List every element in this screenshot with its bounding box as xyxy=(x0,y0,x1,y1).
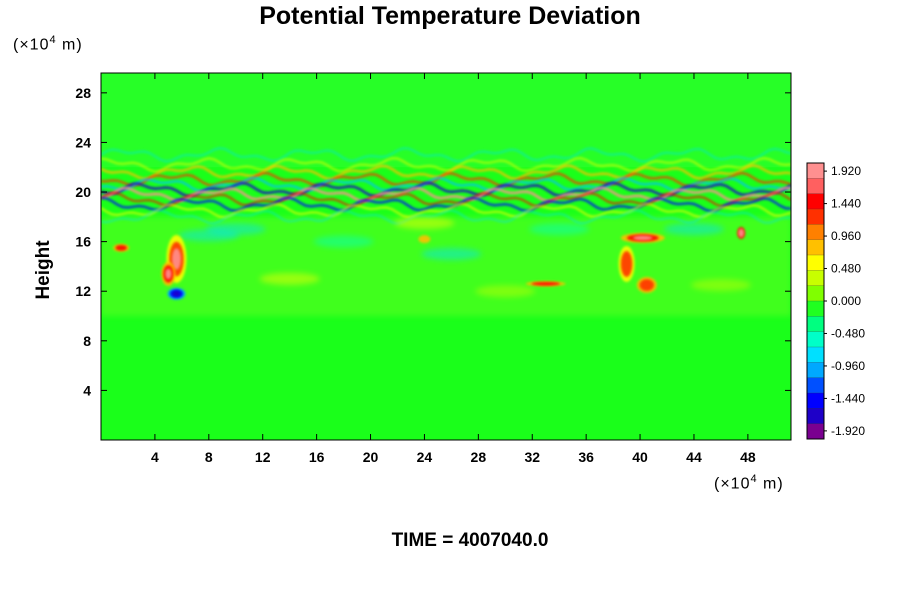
x-tick-label: 28 xyxy=(471,449,487,465)
colorbar-tick-label: -0.480 xyxy=(831,326,865,340)
colorbar-segment xyxy=(807,408,824,425)
anomaly-blob xyxy=(172,291,181,297)
field-patch xyxy=(259,272,320,285)
x-unit-suffix: m) xyxy=(757,475,784,493)
x-tick-label: 44 xyxy=(686,449,702,465)
anomaly-blob xyxy=(165,268,172,280)
colorbar-segment xyxy=(807,255,824,271)
y-tick-label: 24 xyxy=(75,134,91,150)
tropopause-stripe xyxy=(101,209,791,225)
field-patch xyxy=(178,229,239,242)
x-tick-label: 36 xyxy=(578,449,594,465)
x-tick-label: 4 xyxy=(151,449,159,465)
colorbar-segment xyxy=(807,347,824,363)
x-tick-label: 48 xyxy=(740,449,756,465)
colorbar-segment xyxy=(807,178,824,195)
x-tick-label: 8 xyxy=(205,449,213,465)
field-patch xyxy=(529,223,590,236)
anomaly-blob xyxy=(531,281,561,286)
x-unit-prefix: (×10 xyxy=(714,475,751,493)
colorbar-tick-label: 1.440 xyxy=(831,197,861,211)
colorbar-segment xyxy=(807,209,824,225)
anomaly-blob xyxy=(633,235,653,241)
field-patch xyxy=(475,285,536,298)
y-tick-label: 4 xyxy=(83,382,91,398)
y-axis-ticks: 4 8 12 16 20 24 28 xyxy=(75,85,791,398)
tropopause-stripe xyxy=(101,171,791,188)
x-tick-label: 12 xyxy=(255,449,271,465)
x-unit-label: (×104 m) xyxy=(714,473,784,493)
field-patch xyxy=(313,235,374,248)
colorbar-segment xyxy=(807,163,824,179)
colorbar-segment xyxy=(807,362,824,379)
tropopause-stripe xyxy=(101,196,791,213)
y-tick-label: 28 xyxy=(75,85,91,101)
y-tick-label: 16 xyxy=(75,234,91,250)
plot-frame xyxy=(100,72,792,441)
colorbar-segment xyxy=(807,224,824,241)
colorbar-tick-label: 0.960 xyxy=(831,229,861,243)
x-tick-label: 24 xyxy=(417,449,433,465)
x-tick-label: 20 xyxy=(363,449,379,465)
heatmap-field xyxy=(101,73,791,440)
anomaly-blob xyxy=(115,244,127,251)
colorbar-tick-label: -0.960 xyxy=(831,359,865,373)
anomaly-blob xyxy=(418,235,431,244)
colorbar-tick-label: -1.440 xyxy=(831,391,865,405)
field-patch xyxy=(421,248,482,261)
y-unit-suffix: m) xyxy=(56,36,83,54)
chart-title: Potential Temperature Deviation xyxy=(259,2,641,30)
x-tick-label: 16 xyxy=(309,449,325,465)
colorbar-segment xyxy=(807,285,824,302)
x-tick-label: 40 xyxy=(632,449,648,465)
colorbar-segment xyxy=(807,316,824,333)
time-label: TIME = 4007040.0 xyxy=(391,530,549,551)
field-patch xyxy=(690,279,751,292)
x-unit-exponent: 4 xyxy=(750,473,758,485)
anomaly-blob xyxy=(620,250,633,277)
tropopause-stripe xyxy=(101,147,791,163)
y-unit-prefix: (×10 xyxy=(13,36,50,54)
tropopause-stripe xyxy=(101,191,791,208)
anomaly-blob xyxy=(172,248,181,270)
colorbar-segment xyxy=(807,423,824,440)
y-tick-label: 20 xyxy=(75,184,91,200)
y-tick-label: 8 xyxy=(83,333,91,349)
tropopause-stripe xyxy=(101,186,791,203)
tropopause-stripe xyxy=(101,181,791,198)
y-unit-label: (×104 m) xyxy=(13,34,83,54)
x-axis-ticks: 4 8 12 16 20 24 28 32 36 40 44 48 xyxy=(151,73,756,465)
anomaly-blob xyxy=(738,228,745,238)
colorbar-segment xyxy=(807,377,824,394)
field-patch xyxy=(663,223,724,236)
anomaly-blob xyxy=(639,279,655,291)
x-tick-label: 32 xyxy=(524,449,540,465)
field-patch xyxy=(394,217,455,230)
colorbar-tick-label: -1.920 xyxy=(831,424,865,438)
colorbar-segment xyxy=(807,270,824,287)
tropopause-stripe xyxy=(101,157,791,173)
colorbar-segment xyxy=(807,331,824,348)
colorbar-segment xyxy=(807,193,824,210)
colorbar-tick-label: 0.480 xyxy=(831,262,861,276)
colorbar-tick-label: 1.920 xyxy=(831,164,861,178)
y-unit-exponent: 4 xyxy=(49,34,57,46)
y-tick-label: 12 xyxy=(75,283,91,299)
colorbar-segment xyxy=(807,239,824,256)
colorbar: 1.920 1.440 0.960 0.480 0.000 -0.480 -0.960 -1.… xyxy=(806,162,865,440)
upper-region xyxy=(101,73,791,168)
colorbar-tick-label: 0.000 xyxy=(831,294,861,308)
colorbar-segment xyxy=(807,301,824,317)
colorbar-segment xyxy=(807,393,824,409)
